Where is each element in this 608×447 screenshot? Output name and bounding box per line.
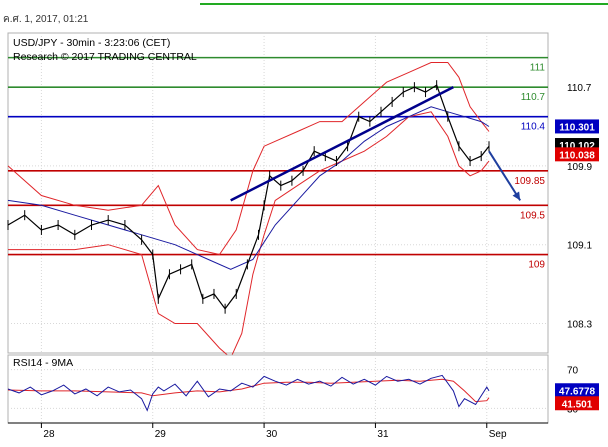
forecast-arrow-shaft xyxy=(488,150,522,201)
current-price-tag: 110.102 xyxy=(559,141,595,152)
rsi-value-tag-bg xyxy=(555,383,599,398)
rsi-tick-label: 70 xyxy=(567,366,579,377)
x-axis: 28 29 30 31 Sep xyxy=(8,422,548,440)
series-ma xyxy=(7,106,490,270)
level-label: 109 xyxy=(528,260,545,271)
price-y-axis: 110.7 109.9 109.1 108.3 xyxy=(567,83,592,330)
series-rsi_ma xyxy=(7,378,490,403)
price-panel xyxy=(7,32,549,354)
level-label: 111 xyxy=(530,63,546,74)
series-bb_upper xyxy=(7,62,490,256)
y-tick-label: 110.7 xyxy=(567,83,592,94)
x-tick-label: 30 xyxy=(266,429,278,440)
y-tick-label: 109.9 xyxy=(567,162,592,173)
rsi-grid xyxy=(8,355,548,423)
rsi-ma-value-tag: 41.501 xyxy=(562,399,593,410)
series-close xyxy=(7,84,490,310)
rsi-series xyxy=(7,374,490,412)
y-tick-label: 109.1 xyxy=(567,241,592,252)
level-label: 110.4 xyxy=(521,122,546,133)
trendline xyxy=(230,86,454,202)
chart-annotations xyxy=(230,86,522,202)
chart-subtitle: Research © 2017 TRADING CENTRAL xyxy=(13,51,197,63)
x-tick-label: 29 xyxy=(155,429,167,440)
rsi-panel xyxy=(7,354,549,424)
price-series xyxy=(7,62,490,359)
level-label: 109.85 xyxy=(514,176,545,187)
x-tick-label: 31 xyxy=(377,429,389,440)
forecast-arrow-head xyxy=(512,191,521,201)
series-rsi xyxy=(7,374,490,412)
series-bb_lower xyxy=(8,111,490,359)
ma-value-tag-bg xyxy=(555,119,599,134)
rsi-value-tag: 47.6778 xyxy=(559,386,596,397)
x-tick-label: 28 xyxy=(43,429,55,440)
rsi-title: RSI14 - 9MA xyxy=(13,357,73,369)
ma-value-tag: 110.301 xyxy=(559,122,595,133)
key-levels: 111 110.7 110.4 109.85 109.5 109 xyxy=(8,56,548,271)
y-tick-label: 108.3 xyxy=(567,319,592,330)
timestamp: ค.ศ. 1, 2017, 01:21 xyxy=(3,14,89,25)
x-tick-label: Sep xyxy=(489,429,507,440)
rsi-value-tags: 47.6778 41.501 xyxy=(555,383,599,411)
chart-title: USD/JPY - 30min - 3:23:06 (CET) xyxy=(13,37,170,49)
bollinger-value-tag-bg xyxy=(555,147,599,162)
level-label: 109.5 xyxy=(520,210,545,221)
level-label: 110.7 xyxy=(521,92,546,103)
rsi-ma-value-tag-bg xyxy=(555,396,599,411)
bollinger-value-tag: 110.038 xyxy=(559,150,595,161)
